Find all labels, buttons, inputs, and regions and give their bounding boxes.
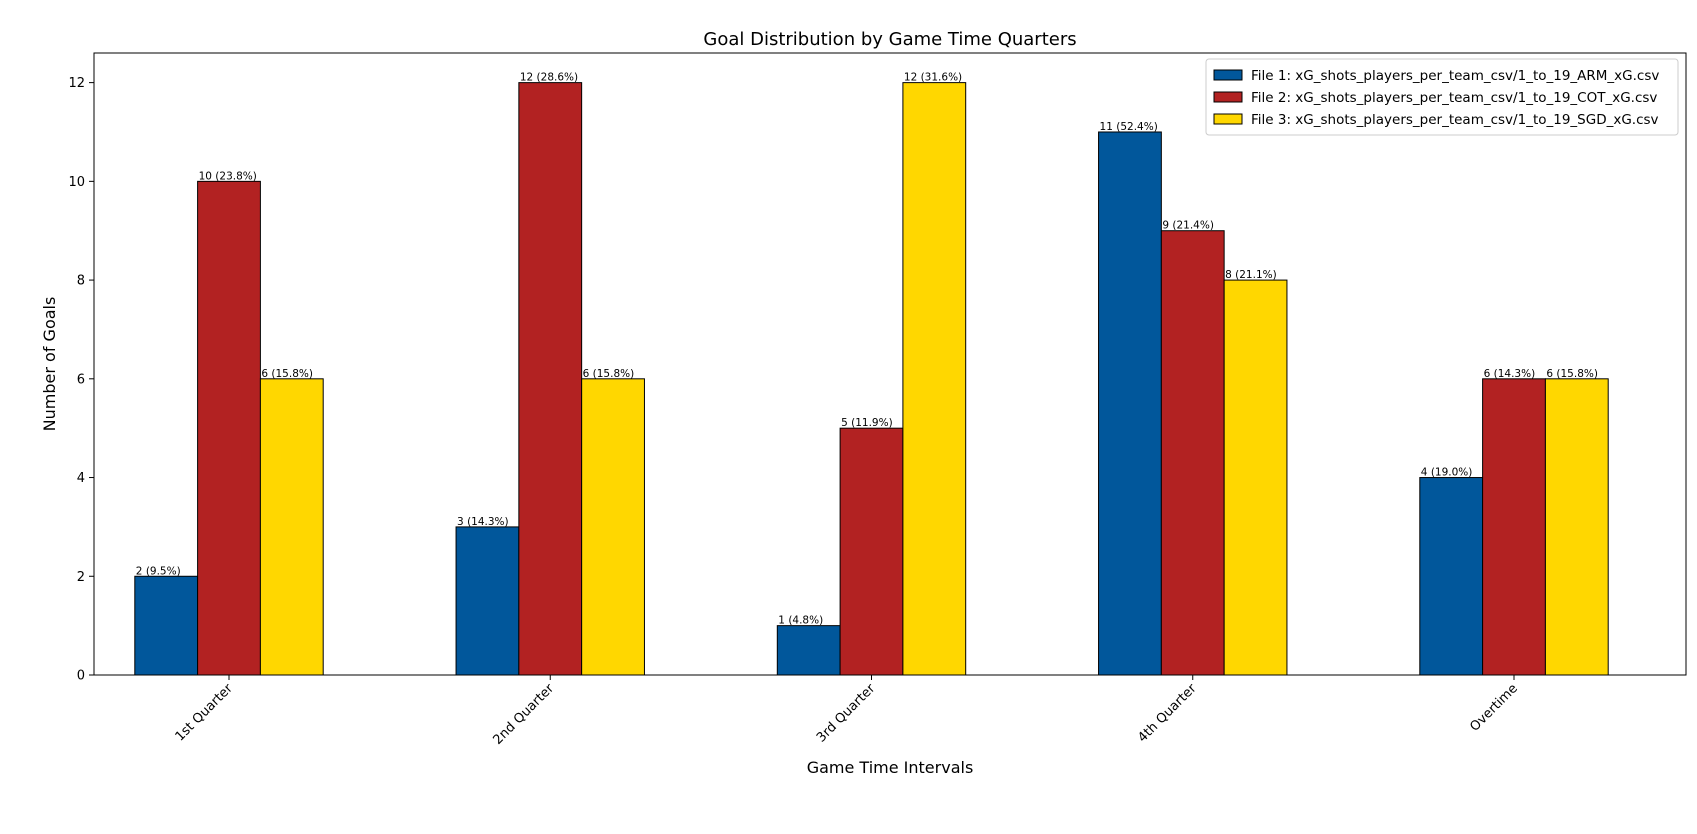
y-tick-label: 12 (68, 76, 85, 91)
bar-1-3 (776, 625, 841, 676)
legend-entry-3: File 3: xG_shots_players_per_team_csv/1_… (1251, 112, 1659, 128)
bar-label-2-1: 10 (23.8%) (199, 170, 257, 182)
legend: File 1: xG_shots_players_per_team_csv/1_… (1205, 58, 1679, 136)
bar-label-2-5: 6 (14.3%) (1484, 368, 1536, 380)
legend-swatch-3 (1213, 113, 1243, 125)
y-tick-label: 6 (77, 372, 85, 387)
legend-entry-2: File 2: xG_shots_players_per_team_csv/1_… (1251, 90, 1657, 106)
x-tick-label: 4th Quarter (1135, 681, 1200, 746)
y-tick-label: 10 (68, 175, 85, 190)
bar-labels-layer: 2 (9.5%) 3 (14.3%) 1 (4.8%) 11 (52.4%) 4 (19… (136, 72, 1598, 627)
bars-layer (134, 82, 1609, 676)
bar-3-4 (1223, 279, 1288, 676)
bar-label-3-4: 8 (21.1%) (1225, 269, 1277, 281)
y-tick-label: 0 (77, 669, 85, 684)
legend-entry-1: File 1: xG_shots_players_per_team_csv/1_… (1251, 68, 1659, 84)
bar-3-1 (259, 378, 324, 676)
bar-label-2-4: 9 (21.4%) (1162, 220, 1214, 232)
x-tick-label: 3rd Quarter (814, 681, 879, 746)
chart-title: Goal Distribution by Game Time Quarters (703, 29, 1076, 50)
bar-1-5 (1419, 477, 1484, 676)
x-tick-label: 2nd Quarter (491, 681, 558, 748)
bar-label-2-2: 12 (28.6%) (520, 72, 578, 84)
legend-swatch-2 (1213, 91, 1243, 103)
bar-label-1-4: 11 (52.4%) (1100, 121, 1158, 133)
bar-2-1 (197, 180, 261, 676)
bar-2-3 (839, 427, 904, 676)
bar-label-1-5: 4 (19.0%) (1421, 467, 1473, 479)
bar-label-3-3: 12 (31.6%) (904, 72, 962, 84)
bar-2-4 (1160, 230, 1225, 676)
bar-label-1-2: 3 (14.3%) (457, 516, 509, 528)
bar-1-2 (455, 526, 520, 676)
y-tick-label: 2 (77, 570, 85, 585)
y-tick-label: 4 (77, 471, 85, 486)
bar-label-2-3: 5 (11.9%) (841, 417, 893, 429)
plot-frame (93, 52, 1687, 676)
x-axis-label: Game Time Intervals (807, 758, 974, 777)
bar-2-5 (1482, 378, 1546, 676)
bar-label-3-1: 6 (15.8%) (261, 368, 313, 380)
bar-2-2 (518, 82, 583, 676)
legend-swatch-1 (1213, 69, 1243, 81)
bar-label-1-3: 1 (4.8%) (778, 615, 823, 627)
bar-1-1 (134, 575, 199, 676)
x-tick-label: 1st Quarter (173, 681, 237, 745)
y-axis-label: Number of Goals (40, 297, 59, 432)
y-tick-label: 8 (77, 274, 85, 289)
bar-3-3 (902, 82, 967, 676)
bar-3-2 (581, 378, 645, 676)
bar-label-3-5: 6 (15.8%) (1546, 368, 1598, 380)
legend-box (1205, 58, 1679, 136)
bar-3-5 (1544, 378, 1609, 676)
x-tick-label: Overtime (1467, 681, 1520, 734)
bar-label-3-2: 6 (15.8%) (583, 368, 635, 380)
bar-1-4 (1098, 131, 1162, 676)
bar-label-1-1: 2 (9.5%) (136, 565, 181, 577)
